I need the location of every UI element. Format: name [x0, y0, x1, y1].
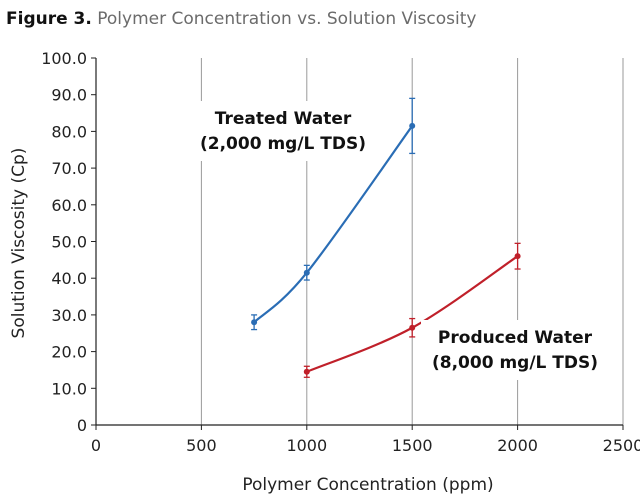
axes: [91, 57, 624, 430]
y-tick-label: 20.0: [51, 343, 87, 362]
y-tick-label: 100.0: [41, 49, 87, 68]
figure-label: Figure 3.: [6, 9, 92, 29]
x-tick-label: 0: [91, 436, 101, 455]
y-tick-label: 30.0: [51, 306, 87, 325]
figure-title: Figure 3. Polymer Concentration vs. Solu…: [6, 9, 476, 29]
series-label-background: [186, 101, 380, 161]
y-tick-label: 10.0: [51, 379, 87, 398]
data-point: [303, 368, 310, 375]
series-labels: Treated Water (2,000 mg/L TDS) Produced Wa…: [186, 101, 609, 380]
data-point: [251, 319, 258, 326]
y-tick-label: 80.0: [51, 122, 87, 141]
figure-title-text: Polymer Concentration vs. Solution Visco…: [97, 9, 477, 29]
series-label-line: (2,000 mg/L TDS): [200, 134, 366, 154]
y-tick-label: 50.0: [51, 233, 87, 252]
data-point: [409, 324, 416, 331]
x-tick-label: 1000: [286, 436, 327, 455]
y-tick-label: 70.0: [51, 159, 87, 178]
data-point: [514, 253, 521, 260]
series-group: [251, 97, 521, 378]
data-point: [303, 269, 310, 276]
y-axis-label: Solution Viscosity (Cp): [9, 148, 29, 339]
data-point: [409, 122, 416, 129]
series-produced-water: [303, 242, 521, 378]
series-line: [253, 125, 414, 324]
y-tick-label: 0: [77, 416, 87, 435]
series-treated-water: [251, 97, 416, 331]
y-tick-label: 90.0: [51, 86, 87, 105]
series-label-line: (8,000 mg/L TDS): [432, 353, 598, 373]
x-tick-label: 500: [186, 436, 217, 455]
y-tick-label: 40.0: [51, 269, 87, 288]
series-label-line: Produced Water: [438, 328, 593, 348]
tick-labels: 0 10.0 20.0 30.0 40.0 50.0 60.0 70.0 80.0 90.0 100…: [41, 49, 640, 455]
series-label-background: [421, 320, 609, 380]
x-tick-label: 2000: [497, 436, 538, 455]
x-tick-label: 1500: [392, 436, 433, 455]
y-tick-label: 60.0: [51, 196, 87, 215]
x-tick-label: 2500: [603, 436, 640, 455]
x-axis-label: Polymer Concentration (ppm): [242, 475, 493, 495]
series-label-line: Treated Water: [215, 109, 352, 129]
